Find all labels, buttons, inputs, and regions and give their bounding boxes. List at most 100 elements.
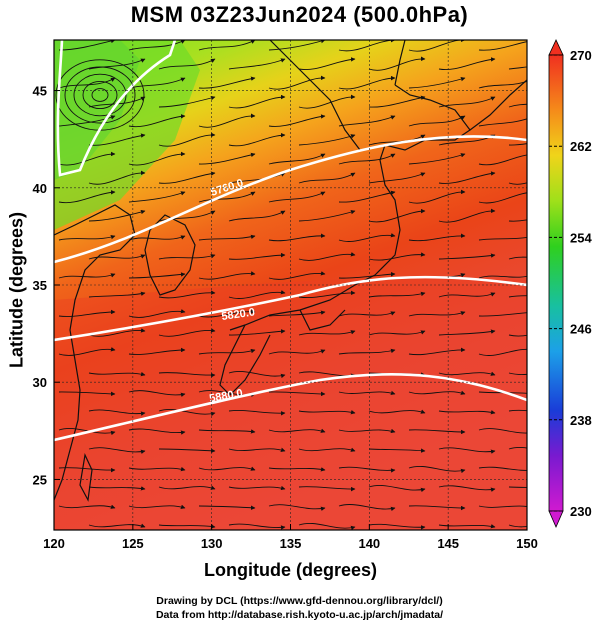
streamline — [368, 523, 426, 530]
streamline — [128, 151, 186, 166]
streamline — [508, 486, 527, 488]
streamline — [228, 58, 286, 70]
contour-label-5820: 5820.0 — [221, 306, 256, 323]
streamline — [478, 154, 527, 166]
x-axis-ticks: 120 125 130 135 140 145 150 — [43, 524, 538, 551]
streamline — [88, 447, 146, 455]
streamline — [438, 485, 496, 492]
streamline — [268, 349, 326, 355]
lat-lon-grid — [54, 40, 527, 530]
streamline — [158, 485, 216, 490]
streamline — [368, 56, 426, 71]
x-axis-label: Longitude (degrees) — [203, 560, 377, 580]
colorbar-upper-arrow — [548, 39, 564, 56]
streamline — [198, 271, 256, 280]
x-tick-label: 140 — [358, 536, 380, 551]
credit-data-source: Data from http://database.rish.kyoto-u.a… — [155, 609, 444, 621]
streamline — [298, 94, 356, 109]
streamline — [268, 310, 326, 317]
streamline — [268, 75, 326, 90]
streamline — [298, 209, 356, 222]
kuril-coast — [469, 79, 527, 131]
streamline — [128, 504, 186, 509]
x-tick-label: 135 — [280, 536, 302, 551]
x-tick-label: 125 — [122, 536, 144, 551]
streamline — [508, 524, 527, 528]
kyushu-coast — [219, 324, 271, 396]
streamline — [368, 291, 426, 298]
streamline — [58, 77, 116, 89]
streamline — [508, 334, 527, 337]
japan-coast — [229, 84, 471, 331]
streamline — [338, 504, 396, 512]
streamline — [438, 96, 496, 108]
streamline — [408, 311, 466, 317]
streamline — [438, 171, 496, 184]
streamline — [478, 236, 527, 241]
shikoku-coast — [299, 309, 346, 331]
streamline — [268, 504, 326, 511]
streamline — [508, 103, 527, 108]
streamline — [338, 390, 396, 396]
streamline — [408, 466, 466, 474]
streamline — [198, 76, 256, 89]
streamline — [228, 172, 286, 184]
streamline — [408, 233, 466, 242]
streamline — [338, 271, 396, 279]
streamline — [368, 252, 426, 261]
streamline — [508, 143, 527, 146]
streamline — [158, 290, 216, 299]
streamline — [408, 390, 466, 395]
streamline — [368, 448, 426, 453]
streamline — [478, 428, 527, 434]
streamline — [438, 447, 496, 454]
streamline — [128, 40, 186, 51]
streamline — [298, 134, 356, 146]
streamline — [408, 76, 466, 89]
y-tick-label: 30 — [33, 375, 47, 390]
colorbar-lower-arrow — [548, 510, 564, 528]
streamline — [268, 153, 326, 165]
streamline — [128, 428, 186, 435]
streamline — [88, 254, 146, 260]
streamline — [408, 347, 466, 356]
streamline — [508, 256, 527, 260]
streamline — [88, 291, 146, 298]
streamline — [268, 428, 326, 433]
streamline — [58, 151, 116, 166]
streamline — [58, 309, 116, 317]
y-tick-label: 35 — [33, 278, 47, 293]
streamline — [298, 290, 356, 299]
streamline — [268, 40, 326, 51]
streamline — [88, 409, 146, 416]
china-coast — [54, 204, 136, 501]
streamline — [478, 118, 527, 127]
streamline — [58, 347, 116, 356]
y-tick-label: 45 — [33, 84, 47, 99]
vortex-streamline — [91, 88, 109, 102]
colorbar-tick-label: 246 — [570, 322, 592, 337]
streamline — [338, 428, 396, 434]
streamline — [508, 182, 527, 185]
streamline — [438, 371, 496, 376]
x-tick-label: 145 — [437, 536, 459, 551]
streamline — [198, 152, 256, 165]
streamline — [368, 409, 426, 414]
streamline — [268, 114, 326, 127]
y-axis-label: Latitude (degrees) — [6, 211, 27, 369]
streamline — [338, 348, 396, 355]
colorbar-ticks: 270 262 254 246 238 230 — [549, 48, 592, 519]
streamline — [158, 171, 216, 184]
streamline — [268, 391, 326, 397]
streamline — [58, 190, 116, 204]
streamline — [508, 447, 527, 450]
streamline — [408, 429, 466, 435]
streamline — [58, 391, 116, 397]
streamline — [198, 234, 256, 241]
warm-region — [54, 277, 527, 530]
streamline — [158, 210, 216, 222]
streamline — [228, 329, 286, 336]
streamline — [128, 390, 186, 398]
streamline — [58, 40, 116, 51]
